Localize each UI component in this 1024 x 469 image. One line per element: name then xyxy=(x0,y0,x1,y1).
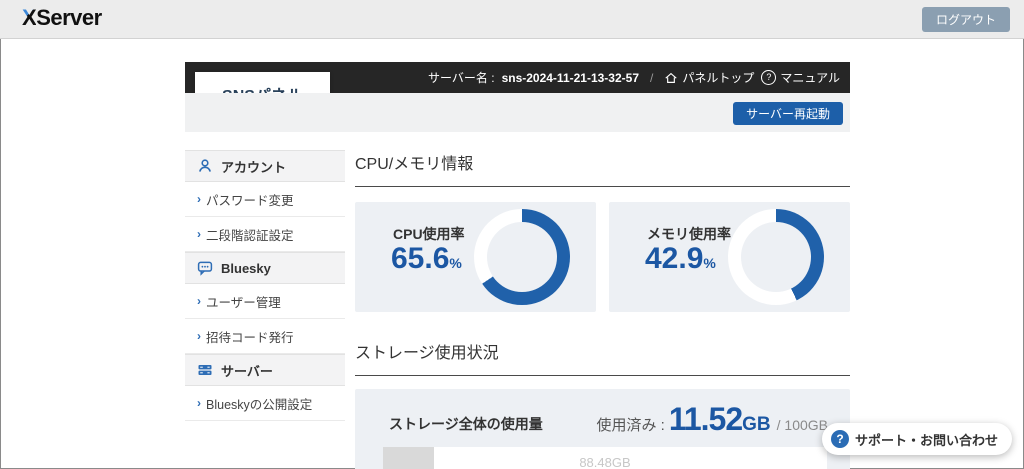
support-contact-label: サポート・お問い合わせ xyxy=(854,432,998,448)
sidebar-item-bluesky-public-settings[interactable]: › Blueskyの公開設定 xyxy=(185,386,345,421)
cpu-usage-value: 65.6% xyxy=(391,242,462,275)
home-icon xyxy=(665,72,677,83)
sidebar-item-invite-code[interactable]: › 招待コード発行 xyxy=(185,319,345,354)
sidebar-item-label: Blueskyの公開設定 xyxy=(206,397,313,412)
chevron-right-icon: › xyxy=(197,227,201,241)
sidebar-section-server: サーバー xyxy=(185,354,345,386)
storage-remaining-label: 88.48GB xyxy=(579,454,631,469)
used-unit: GB xyxy=(742,414,771,435)
sidebar: アカウント › パスワード変更 › 二段階認証設定 Bluesky › ユーザー… xyxy=(185,150,345,421)
sidebar-item-password-change[interactable]: › パスワード変更 xyxy=(185,182,345,217)
sidebar-section-bluesky: Bluesky xyxy=(185,252,345,284)
sidebar-section-label: Bluesky xyxy=(221,260,271,276)
used-value: 11.52 xyxy=(668,401,743,437)
memory-usage-card: メモリ使用率 42.9% xyxy=(609,202,850,312)
manual-label: マニュアル xyxy=(780,71,840,85)
sidebar-item-two-factor[interactable]: › 二段階認証設定 xyxy=(185,217,345,252)
chevron-right-icon: › xyxy=(197,294,201,308)
storage-total-label: ストレージ全体の使用量 xyxy=(389,416,543,432)
logout-button[interactable]: ログアウト xyxy=(921,7,1010,32)
person-icon xyxy=(199,159,211,172)
sidebar-item-label: 二段階認証設定 xyxy=(206,228,294,243)
panel-top-bar-right: サーバー名 : sns-2024-11-21-13-32-57 / パネルトップ… xyxy=(428,62,840,93)
cpu-memory-section-title: CPU/メモリ情報 xyxy=(355,150,850,187)
manual-link[interactable]: ? マニュアル xyxy=(761,69,840,86)
question-icon: ? xyxy=(830,430,849,448)
memory-usage-value: 42.9% xyxy=(645,242,716,275)
support-contact-button[interactable]: ? サポート・お問い合わせ xyxy=(821,423,1012,455)
server-icon xyxy=(198,365,212,375)
main-content: CPU/メモリ情報 CPU使用率 65.6% メモリ使用率 42.9% ストレー… xyxy=(355,150,850,469)
memory-usage-donut-chart xyxy=(728,209,824,305)
chevron-right-icon: › xyxy=(197,396,201,410)
sidebar-section-label: アカウント xyxy=(221,159,287,175)
used-total: / 100GB xyxy=(776,417,828,433)
chevron-right-icon: › xyxy=(197,329,201,343)
sidebar-item-label: ユーザー管理 xyxy=(206,295,281,310)
sidebar-item-user-management[interactable]: › ユーザー管理 xyxy=(185,284,345,319)
cpu-usage-donut-chart xyxy=(474,209,570,305)
separator: / xyxy=(650,70,654,85)
sidebar-section-account: アカウント xyxy=(185,150,345,182)
sidebar-item-label: パスワード変更 xyxy=(206,193,294,208)
panel-top-label: パネルトップ xyxy=(682,71,755,85)
memory-usage-label: メモリ使用率 xyxy=(647,226,731,242)
chevron-right-icon: › xyxy=(197,192,201,206)
panel-top-link[interactable]: パネルトップ xyxy=(664,69,754,86)
sidebar-section-label: サーバー xyxy=(221,363,273,379)
server-restart-button[interactable]: サーバー再起動 xyxy=(733,102,843,125)
app-header: XServer ログアウト xyxy=(0,0,1024,39)
xserver-logo: XServer xyxy=(22,5,102,31)
cpu-usage-label: CPU使用率 xyxy=(393,226,465,242)
question-icon: ? xyxy=(761,70,777,85)
storage-usage-readout: 使用済み : 11.52 GB / 100GB xyxy=(596,401,828,438)
sidebar-item-label: 招待コード発行 xyxy=(206,330,294,345)
cpu-usage-card: CPU使用率 65.6% xyxy=(355,202,596,312)
storage-section-title: ストレージ使用状況 xyxy=(355,339,850,376)
storage-usage-card: ストレージ全体の使用量 使用済み : 11.52 GB / 100GB 88.4… xyxy=(355,389,850,469)
cpu-usage-unit: % xyxy=(449,255,462,271)
toolbar-strip: サーバー再起動 xyxy=(185,93,850,132)
logo-x: X xyxy=(22,5,37,30)
gauge-cards: CPU使用率 65.6% メモリ使用率 42.9% xyxy=(355,202,850,312)
server-name-label: サーバー名 : xyxy=(428,71,495,85)
server-name-value: sns-2024-11-21-13-32-57 xyxy=(501,70,639,85)
chat-bubble-icon xyxy=(197,261,213,276)
storage-progress-used xyxy=(383,447,435,469)
memory-usage-unit: % xyxy=(703,255,716,271)
used-label: 使用済み : xyxy=(596,417,665,434)
storage-progress-bar: 88.48GB xyxy=(383,447,827,469)
logo-rest: Server xyxy=(36,5,102,30)
